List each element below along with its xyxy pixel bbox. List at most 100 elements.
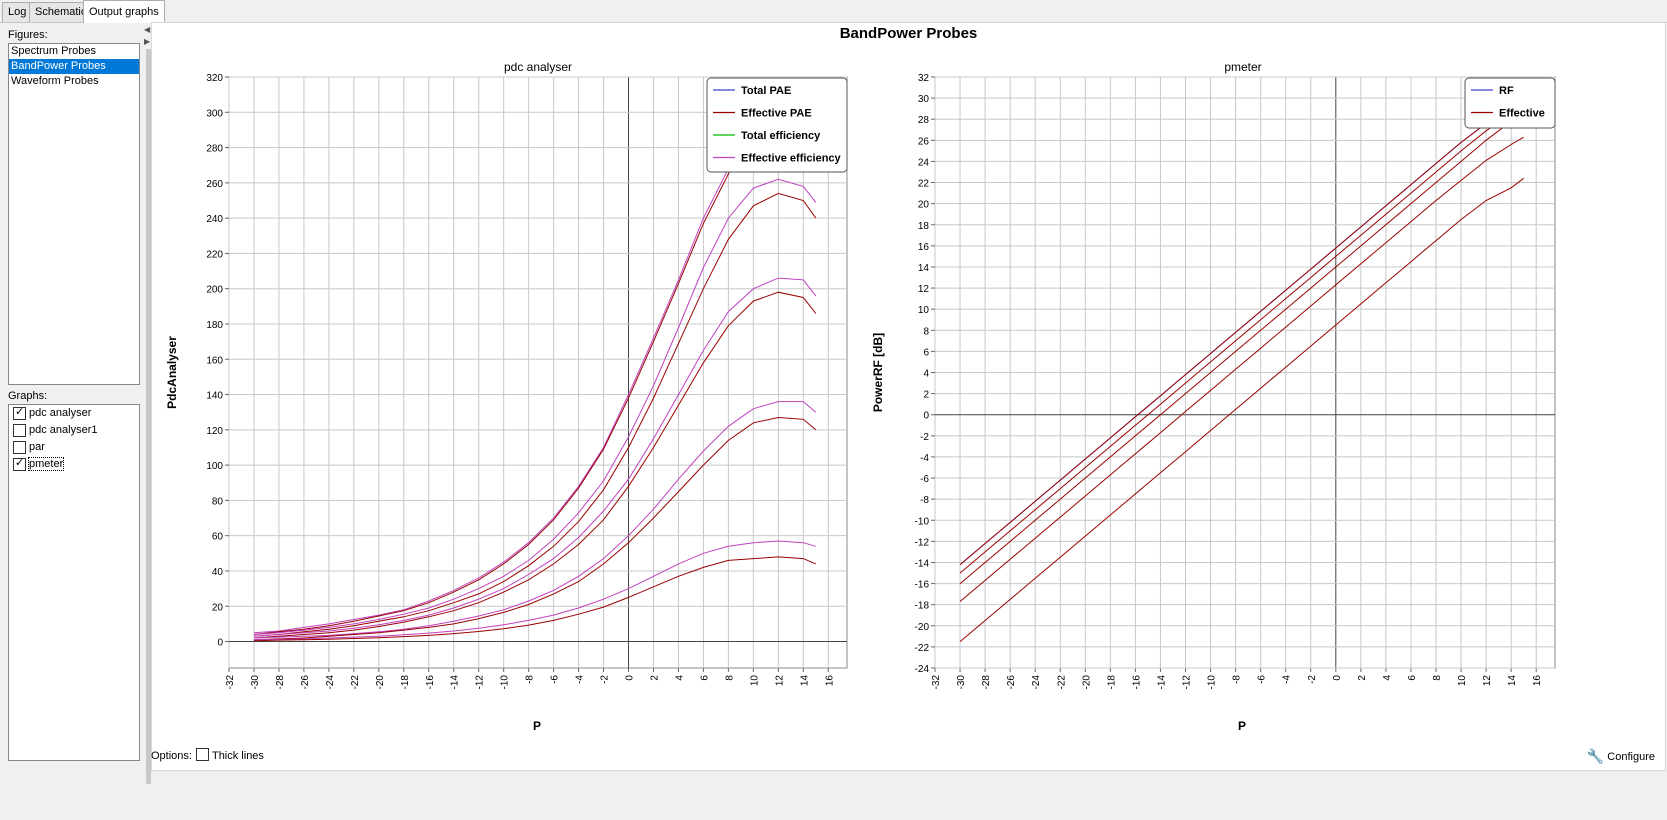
legend-label: Total efficiency <box>741 130 821 142</box>
configure-button[interactable]: 🔧 Configure <box>1587 748 1655 765</box>
y-tick-label: 260 <box>206 179 223 190</box>
y-tick-label: 10 <box>918 305 930 316</box>
y-tick-label: -18 <box>915 601 930 612</box>
x-tick-label: -4 <box>1282 675 1293 684</box>
series-line <box>253 277 817 637</box>
graph-checkbox[interactable]: ✓ <box>13 457 26 471</box>
x-tick-label: -32 <box>931 675 942 690</box>
x-tick-label: 10 <box>1457 675 1468 687</box>
series-line <box>959 136 1524 602</box>
x-axis-label: P <box>533 719 541 733</box>
x-tick-label: -4 <box>575 675 586 684</box>
checkmark-icon: ✓ <box>15 406 25 418</box>
graph-item-label: pmeter <box>27 457 65 471</box>
figures-list[interactable]: Spectrum Probes BandPower Probes Wavefor… <box>8 43 140 385</box>
legend-label: Effective PAE <box>741 108 812 120</box>
y-tick-label: 220 <box>206 249 223 260</box>
graph-checkbox[interactable] <box>13 441 26 454</box>
pmeter-chart[interactable]: pmeter-32 -30 -28 -26 -24 -22 -20 -18 -16 -14 -12-… <box>857 23 1565 747</box>
options-bar: Options: Thick lines <box>151 747 264 765</box>
tab-output-graphs[interactable]: Output graphs <box>83 0 165 23</box>
figure-item-spectrum-probes[interactable]: Spectrum Probes <box>11 45 96 57</box>
graph-item-label: par <box>29 441 45 453</box>
x-tick-label: 6 <box>1407 675 1418 681</box>
series-line <box>959 106 1524 574</box>
y-tick-label: -10 <box>915 516 930 527</box>
figure-item-bandpower-probes[interactable]: BandPower Probes <box>9 59 139 74</box>
y-tick-label: 120 <box>206 426 223 437</box>
graphs-list[interactable]: ✓ pdc analyser pdc analyser1 par ✓ pmete… <box>8 404 140 761</box>
x-tick-label: 14 <box>1507 675 1518 687</box>
series-line <box>253 401 817 639</box>
x-tick-label: -28 <box>275 675 286 690</box>
plot-area <box>228 76 848 669</box>
y-tick-label: 320 <box>206 73 223 84</box>
y-tick-label: -22 <box>915 643 930 654</box>
panel-splitter[interactable]: ◀ ▶ <box>143 23 151 820</box>
x-tick-label: -12 <box>475 675 486 690</box>
legend-box <box>706 77 848 173</box>
graph-checkbox[interactable] <box>13 424 26 437</box>
options-label: Options: <box>151 750 192 762</box>
legend: Total PAE Effective PAE Total efficiency Ef… <box>706 77 848 173</box>
x-tick-label: 10 <box>749 675 760 687</box>
y-tick-label: 6 <box>923 347 929 358</box>
y-tick-label: -2 <box>920 432 929 443</box>
y-tick-label: 100 <box>206 461 223 472</box>
y-tick-label: 300 <box>206 108 223 119</box>
x-tick-label: -8 <box>525 675 536 684</box>
thick-lines-checkbox[interactable] <box>195 748 209 761</box>
y-tick-label: 140 <box>206 391 223 402</box>
x-tick-label: -22 <box>1056 675 1067 690</box>
y-tick-label: 18 <box>918 221 930 232</box>
x-tick-label: 16 <box>824 675 835 687</box>
x-tick-label: -16 <box>1131 675 1142 690</box>
legend-label: Total PAE <box>741 85 791 97</box>
x-tick-label: 0 <box>625 675 636 681</box>
y-tick-label: 30 <box>918 94 930 105</box>
configure-label: Configure <box>1607 751 1655 763</box>
tab-schematic[interactable]: Schematic <box>29 2 93 22</box>
graph-checkbox[interactable]: ✓ <box>13 406 26 420</box>
x-tick-label: 16 <box>1532 675 1543 687</box>
legend-label: RF <box>1499 85 1514 97</box>
graphs-label: Graphs: <box>8 390 48 402</box>
x-tick-label: -10 <box>500 675 511 690</box>
y-tick-label: 24 <box>918 157 930 168</box>
splitter-handle[interactable] <box>146 49 151 784</box>
graph-item-pdc-analyser1[interactable]: pdc analyser1 <box>9 422 139 439</box>
pdc-analyser-chart[interactable]: pdc analyser-32 -30 -28 -26 -24 -22 -20 -18 -16-… <box>152 23 862 747</box>
tab-log[interactable]: Log <box>2 2 33 22</box>
series-line <box>253 178 817 635</box>
y-axis-label: PdcAnalyser <box>165 336 179 409</box>
x-tick-label: 8 <box>724 675 735 681</box>
series-line <box>253 540 816 641</box>
expand-right-arrow-icon[interactable]: ▶ <box>144 37 151 46</box>
graph-item-par[interactable]: par <box>9 439 139 456</box>
y-tick-label: 240 <box>206 214 223 225</box>
x-tick-label: 4 <box>674 675 685 681</box>
series-line <box>253 291 817 639</box>
y-tick-label: 20 <box>918 200 930 211</box>
x-tick-label: 12 <box>1482 675 1493 687</box>
figure-item-waveform-probes[interactable]: Waveform Probes <box>11 75 99 87</box>
y-tick-label: -24 <box>915 664 930 675</box>
series-line <box>253 416 817 641</box>
collapse-left-arrow-icon[interactable]: ◀ <box>144 25 151 34</box>
y-tick-label: 0 <box>923 411 929 422</box>
x-tick-label: -10 <box>1207 675 1218 690</box>
graph-item-label: pdc analyser1 <box>29 424 98 436</box>
x-tick-label: -8 <box>1232 675 1243 684</box>
series-line <box>959 113 1524 584</box>
series-group <box>959 97 1525 642</box>
y-tick-label: -20 <box>915 622 930 633</box>
legend: RF Effective <box>1464 77 1556 129</box>
graph-item-pmeter[interactable]: ✓ pmeter <box>9 456 139 473</box>
x-tick-label: -18 <box>1106 675 1117 690</box>
x-tick-label: -6 <box>1257 675 1268 684</box>
graph-item-pdc-analyser[interactable]: ✓ pdc analyser <box>9 405 139 422</box>
y-tick-label: 8 <box>923 326 929 337</box>
y-tick-label: -8 <box>920 495 929 506</box>
y-tick-label: 16 <box>918 242 930 253</box>
chart-title: pdc analyser <box>504 60 572 74</box>
